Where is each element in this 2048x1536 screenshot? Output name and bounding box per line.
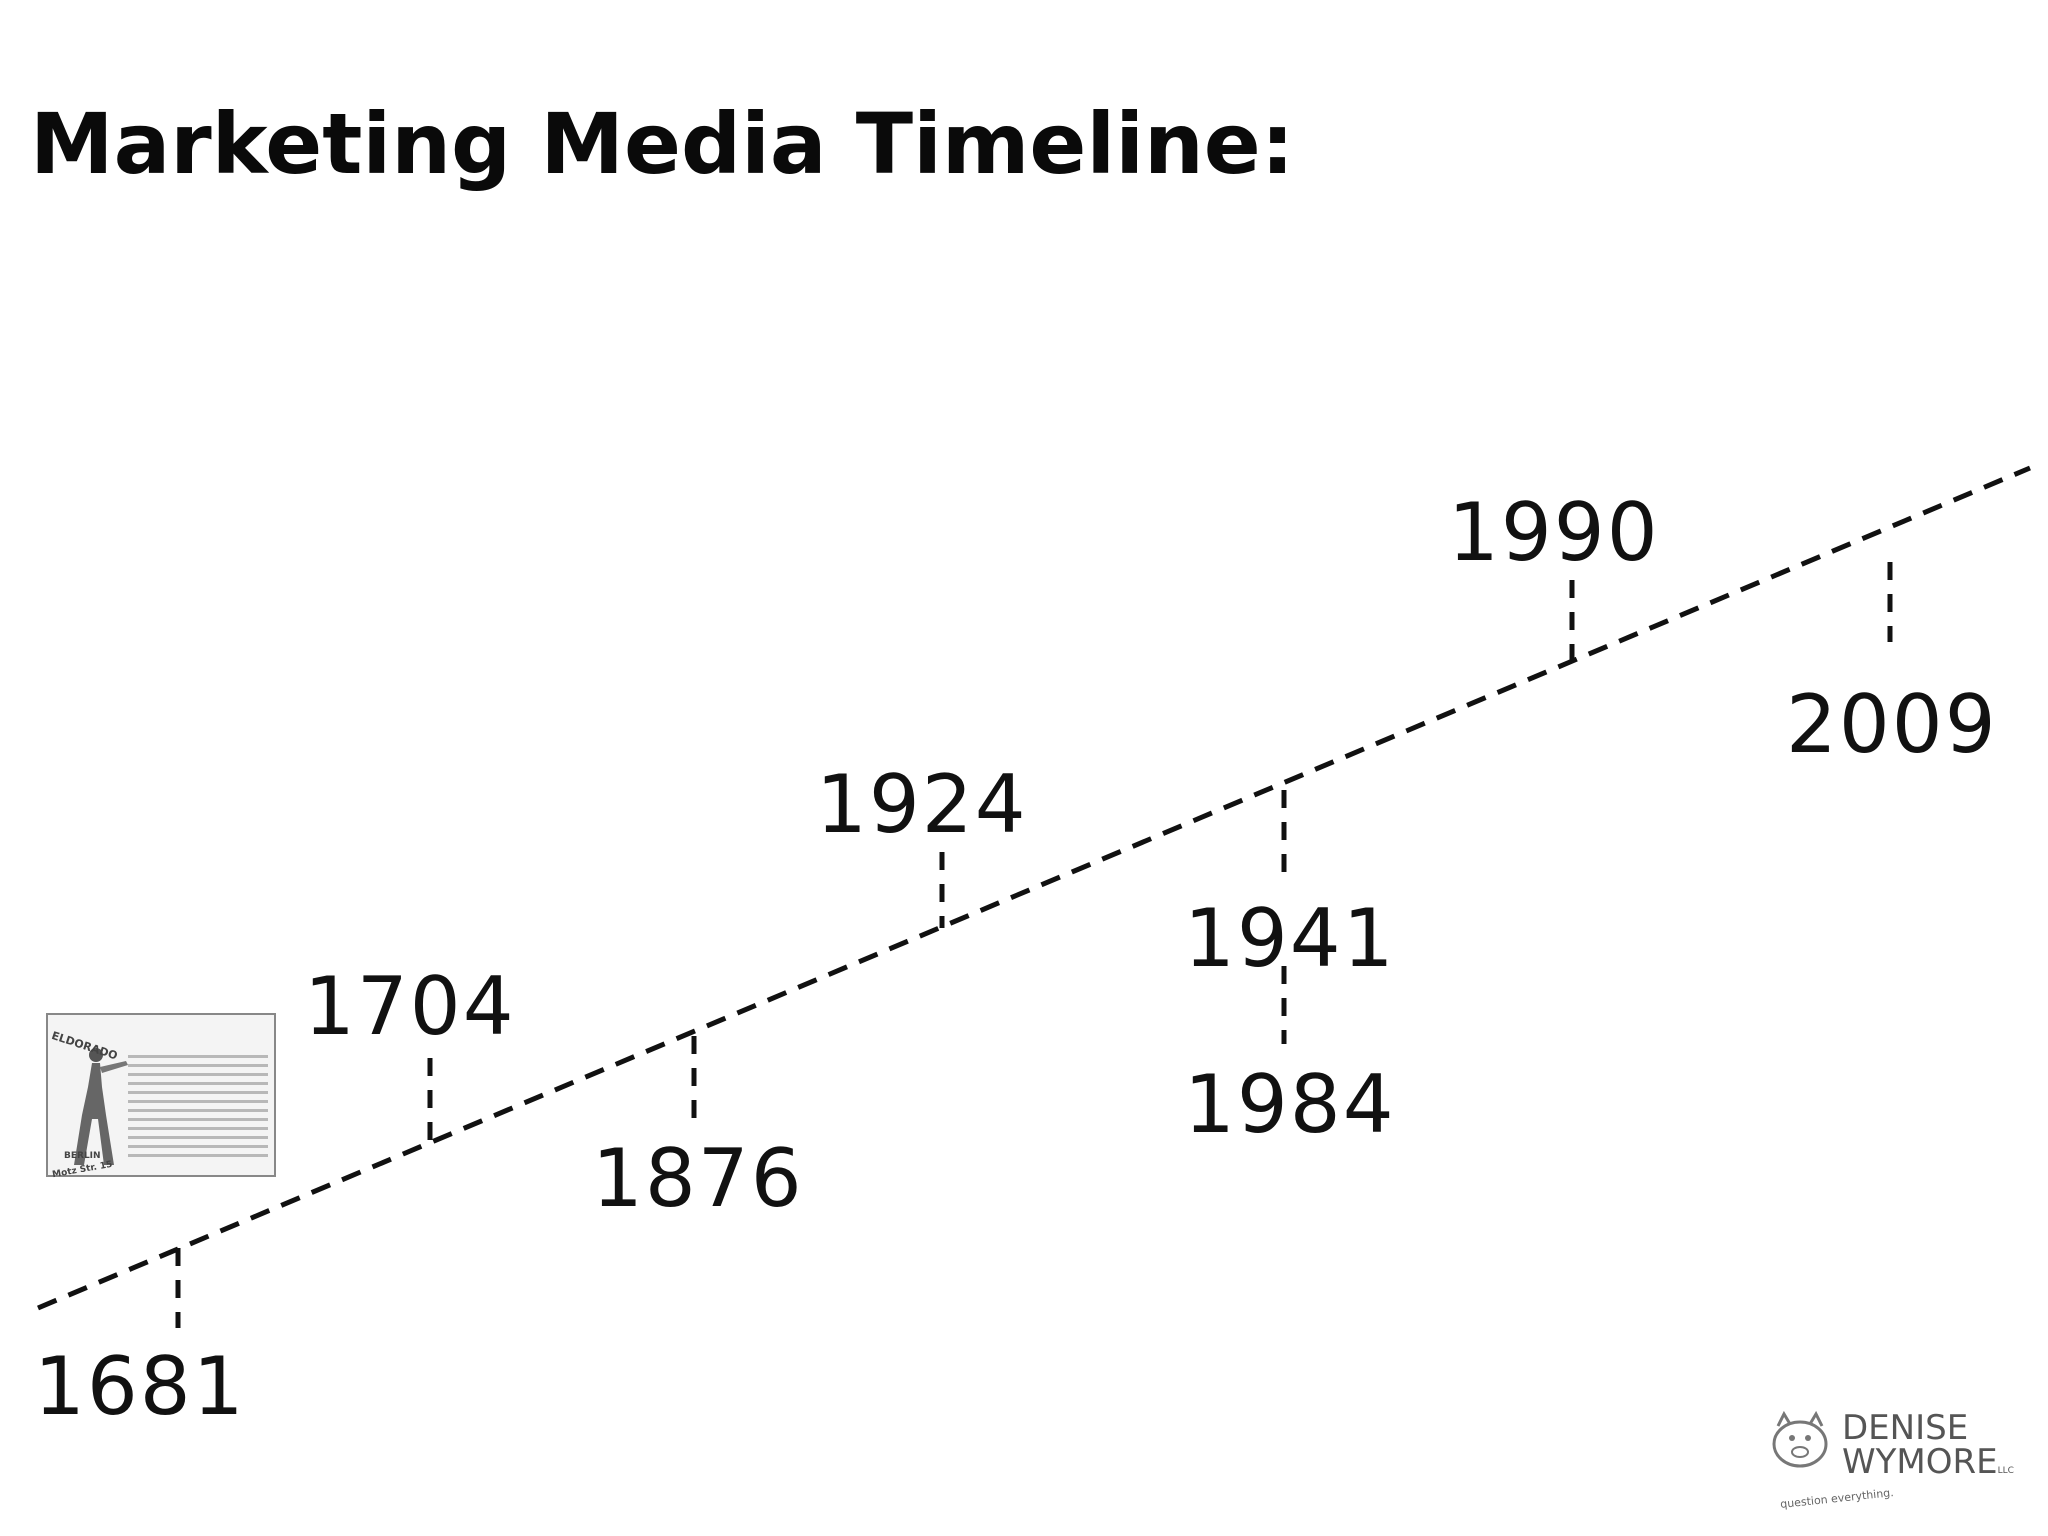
year-label-2009: 2009: [1786, 678, 1998, 771]
year-label-1941: 1941: [1184, 892, 1396, 985]
page-title: Marketing Media Timeline:: [30, 95, 1295, 193]
eldorado-poster-image: ELDORADO BERLIN Motz Str. 15: [46, 1013, 276, 1180]
poster-city: BERLIN: [64, 1151, 101, 1161]
pig-mascot-icon: [1772, 1410, 1828, 1468]
logo-line2-text: WYMORE: [1842, 1442, 1998, 1482]
logo-line2: WYMORELLC: [1842, 1442, 2014, 1482]
year-label-1704: 1704: [304, 960, 516, 1053]
year-label-1876: 1876: [592, 1132, 804, 1225]
year-label-1990: 1990: [1448, 486, 1660, 579]
poster-text-block: [128, 1055, 268, 1163]
year-label-1681: 1681: [34, 1340, 246, 1433]
timeline-axis: [37, 465, 2031, 1311]
year-label-1984: 1984: [1184, 1058, 1396, 1151]
logo-tagline: question everything.: [1779, 1486, 1895, 1511]
dancer-figure-icon: [74, 1048, 128, 1165]
logo-suffix: LLC: [1997, 1466, 2014, 1476]
year-label-1924: 1924: [816, 758, 1028, 851]
denise-wymore-logo: DENISE WYMORELLC question everything.: [1760, 1390, 2030, 1520]
logo-line1: DENISE: [1842, 1408, 1969, 1448]
